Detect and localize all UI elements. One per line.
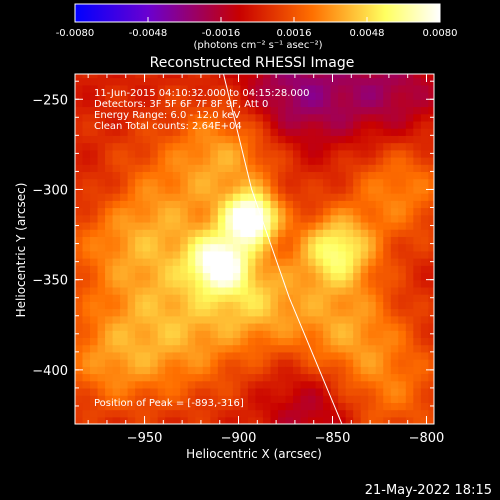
y-axis-label: Heliocentric Y (arcsec) bbox=[14, 183, 28, 318]
x-tick-label: −900 bbox=[221, 431, 257, 446]
colorbar-tick-label: -0.0048 bbox=[129, 28, 168, 39]
info-block: 11-Jun-2015 04:10:32.000 to 04:15:28.000… bbox=[94, 88, 310, 132]
info-line-4: Clean Total counts: 2.64E+04 bbox=[94, 121, 242, 132]
colorbar-tick-label: -0.0080 bbox=[56, 28, 95, 39]
x-tick-label: −950 bbox=[127, 431, 163, 446]
x-tick-label: −800 bbox=[409, 431, 445, 446]
y-tick-label: −300 bbox=[32, 183, 68, 198]
colorbar-tick-label: 0.0080 bbox=[423, 28, 458, 39]
colorbar-units: (photons cm⁻² s⁻¹ asec⁻²) bbox=[193, 40, 322, 51]
info-line-3: Energy Range: 6.0 - 12.0 keV bbox=[94, 110, 240, 121]
x-axis: −950 −900 −850 −800 bbox=[87, 74, 445, 446]
colorbar bbox=[75, 4, 440, 22]
x-tick-label: −850 bbox=[315, 431, 351, 446]
y-tick-label: −400 bbox=[32, 364, 68, 379]
y-tick-label: −350 bbox=[32, 274, 68, 289]
x-axis-label: Heliocentric X (arcsec) bbox=[186, 447, 322, 461]
chart-title: Reconstructed RHESSI Image bbox=[150, 55, 355, 71]
colorbar-tick-label: -0.0016 bbox=[202, 28, 241, 39]
colorbar-tick-label: 0.0048 bbox=[350, 28, 385, 39]
plot-frame bbox=[74, 73, 435, 425]
solar-limb-curve bbox=[223, 74, 343, 424]
info-line-1: 11-Jun-2015 04:10:32.000 to 04:15:28.000 bbox=[94, 88, 310, 99]
y-tick-label: −250 bbox=[32, 93, 68, 108]
peak-label: Position of Peak = [-893,-316] bbox=[94, 398, 244, 409]
colorbar-tick-label: 0.0016 bbox=[277, 28, 312, 39]
info-line-2: Detectors: 3F 5F 6F 7F 8F 9F, Att 0 bbox=[94, 99, 268, 110]
heatmap bbox=[75, 74, 434, 424]
colorbar-ticks: -0.0080 -0.0048 -0.0016 0.0016 0.0048 0.0080 bbox=[56, 17, 458, 39]
y-axis: −250 −300 −350 −400 bbox=[32, 80, 434, 407]
timestamp: 21-May-2022 18:15 bbox=[365, 483, 492, 498]
